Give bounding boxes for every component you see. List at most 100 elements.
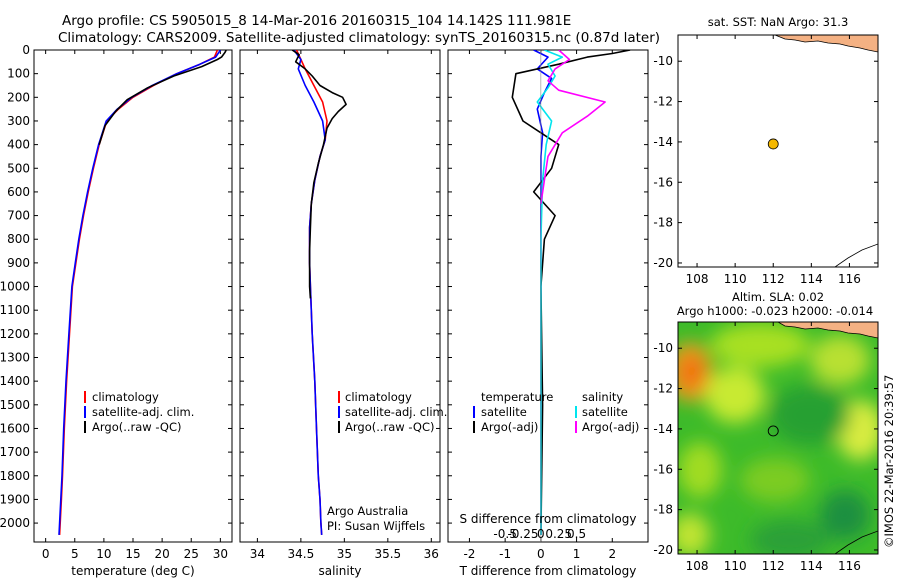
imos-timestamp-label: ©IMOS 22-Mar-2016 20:39:57: [882, 375, 896, 548]
sla-map-title-line2: Argo h1000: -0.023 h2000: -0.014: [677, 304, 873, 318]
x-tick-label: 5: [71, 547, 79, 561]
s-tick-label: -0.25: [507, 527, 538, 541]
depth-tick-label: 0: [22, 43, 30, 57]
coastline-south: [834, 530, 878, 554]
x-tick-label: 20: [154, 547, 169, 561]
salinity-panel-frame: [239, 49, 441, 543]
difference-panel-frame: [447, 49, 649, 543]
lat-tick-label: -14: [653, 135, 673, 149]
lat-tick-label: -18: [653, 216, 673, 230]
sla-map-area: [678, 322, 878, 554]
salinity-legend: climatology satellite-adj. clim. Argo(..…: [327, 390, 447, 533]
depth-tick-label: 1100: [0, 303, 30, 317]
x-tick-label: 35.5: [374, 547, 401, 561]
figure-title-line1: Argo profile: CS 5905015_8 14-Mar-2016 2…: [62, 13, 571, 29]
argo-credit-line2: PI: Susan Wijffels: [327, 519, 425, 533]
x-tick-label: 10: [96, 547, 111, 561]
lon-tick-label: 114: [800, 272, 823, 286]
depth-tick-label: 300: [7, 114, 30, 128]
x-tick-label: 1: [573, 547, 581, 561]
depth-tick-label: 2000: [0, 516, 30, 530]
salinity-plot: 34 34.5 35 35.5 36: [240, 49, 440, 561]
argo-credit-line1: Argo Australia: [327, 504, 408, 518]
lon-tick-label: 112: [762, 272, 785, 286]
temperature-plot: 0100200300400500600700800900100011001200…: [0, 43, 232, 561]
x-tick-label: -2: [463, 547, 475, 561]
depth-tick-label: 1800: [0, 469, 30, 483]
depth-tick-label: 700: [7, 209, 30, 223]
difference-legend: temperature satellite Argo(-adj) salinit…: [473, 390, 639, 434]
x-tick-label: 0: [537, 547, 545, 561]
lon-tick-label: 108: [686, 559, 709, 573]
depth-tick-label: 1900: [0, 492, 30, 506]
difference-plot: -2 -1 0 1 2-0.5-0.250 0.250.5: [448, 49, 648, 561]
depth-tick-label: 500: [7, 161, 30, 175]
t-difference-axis-label: T difference from climatology: [459, 564, 637, 578]
sla-map-frame: [677, 321, 879, 555]
s-tick-label: -0.5: [493, 527, 516, 541]
x-tick-label: -1: [499, 547, 511, 561]
coastline-land: [774, 35, 878, 53]
depth-tick-label: 1000: [0, 280, 30, 294]
depth-tick-label: 200: [7, 90, 30, 104]
series-line-satellite-adj-clim-: [58, 50, 222, 535]
lon-tick-label: 116: [838, 559, 861, 573]
salinity-axis-label: salinity: [318, 564, 361, 578]
lon-tick-label: 108: [686, 272, 709, 286]
series-group: [291, 50, 347, 535]
depth-tick-label: 900: [7, 256, 30, 270]
series-line-temperature-argo-adj-: [511, 50, 631, 535]
lat-tick-label: -12: [653, 382, 673, 396]
coastline-south: [834, 243, 878, 267]
x-tick-label: 25: [184, 547, 199, 561]
series-line-argo-raw-qc-: [98, 50, 227, 145]
sla-heatmap-field: [678, 323, 878, 554]
argo-float-marker: [767, 138, 779, 150]
lat-tick-label: -18: [653, 503, 673, 517]
depth-tick-label: 600: [7, 185, 30, 199]
series-line-salinity-argo-adj-: [540, 50, 606, 204]
legend-heading-temperature: temperature: [481, 390, 553, 404]
lon-tick-label: 116: [838, 272, 861, 286]
sla-map-title-line1: Altim. SLA: 0.02: [732, 290, 824, 304]
x-tick-label: 34.5: [288, 547, 315, 561]
lat-tick-label: -16: [653, 175, 673, 189]
depth-tick-label: 1500: [0, 398, 30, 412]
lat-tick-label: -16: [653, 462, 673, 476]
legend-label-climatology: climatology: [345, 390, 412, 404]
lat-tick-label: -12: [653, 95, 673, 109]
legend-label-s-argo: Argo(-adj): [582, 420, 639, 434]
temperature-panel-frame: [33, 49, 233, 543]
legend-label-satellite: satellite-adj. clim.: [92, 405, 194, 419]
depth-tick-label: 1300: [0, 351, 30, 365]
lat-tick-label: -20: [653, 543, 673, 557]
x-tick-label: 30: [213, 547, 228, 561]
depth-tick-label: 1600: [0, 421, 30, 435]
s-difference-axis-label: S difference from climatology: [460, 512, 637, 526]
lon-tick-label: 114: [800, 559, 823, 573]
legend-label-argo: Argo(..raw -QC): [92, 420, 182, 434]
temperature-legend: climatology satellite-adj. clim. Argo(..…: [84, 390, 194, 434]
sla-map-axes: 108 110 112 114 116 -10 -12 -14 -16 -18 -20: [653, 322, 878, 573]
sst-map-frame: [677, 34, 879, 268]
s-tick-label: 0.5: [567, 527, 586, 541]
series-group: [58, 50, 227, 535]
x-tick-label: 36: [424, 547, 439, 561]
legend-label-t-argo: Argo(-adj): [481, 420, 538, 434]
x-tick-label: 35: [337, 547, 352, 561]
x-tick-label: 15: [125, 547, 140, 561]
depth-tick-label: 400: [7, 138, 30, 152]
lat-tick-label: -10: [653, 54, 673, 68]
sst-map-area: [678, 35, 878, 267]
lon-tick-label: 110: [724, 272, 747, 286]
lat-tick-label: -20: [653, 256, 673, 270]
lat-tick-label: -14: [653, 422, 673, 436]
sst-map-axes: 108 110 112 114 116 -10 -12 -14 -16 -18 -20: [653, 35, 878, 286]
lon-tick-label: 110: [724, 559, 747, 573]
x-tick-label: 2: [608, 547, 616, 561]
x-tick-label: 34: [250, 547, 265, 561]
series-line-argo-raw-qc-: [291, 50, 347, 299]
legend-label-t-satellite: satellite: [481, 405, 527, 419]
lon-tick-label: 112: [762, 559, 785, 573]
